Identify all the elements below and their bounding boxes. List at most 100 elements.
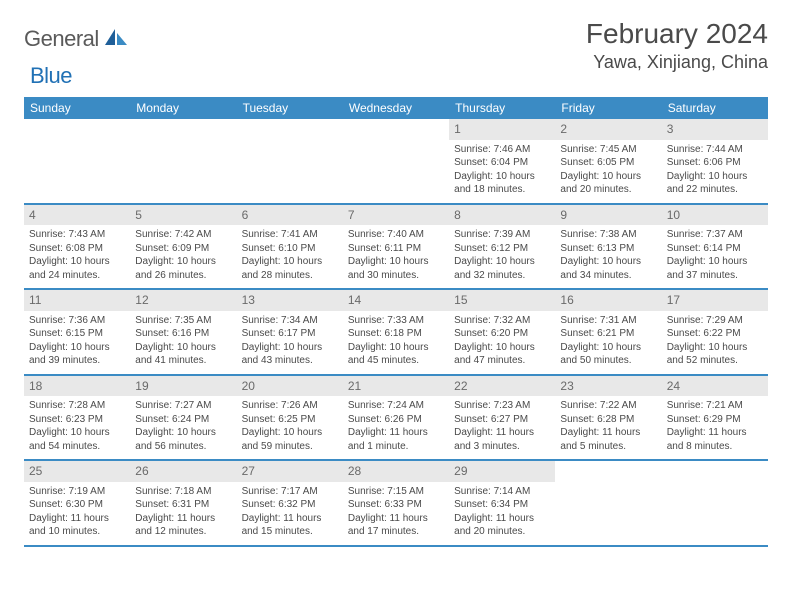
- day1-text: Daylight: 11 hours: [348, 512, 444, 526]
- sunrise-text: Sunrise: 7:19 AM: [29, 485, 125, 499]
- day2-text: and 59 minutes.: [242, 440, 338, 454]
- day-cell: 22Sunrise: 7:23 AMSunset: 6:27 PMDayligh…: [449, 376, 555, 460]
- day-number-row: 11: [24, 290, 130, 311]
- week-row: 18Sunrise: 7:28 AMSunset: 6:23 PMDayligh…: [24, 376, 768, 462]
- day-number: 12: [135, 293, 148, 307]
- day-number-row: 14: [343, 290, 449, 311]
- weekday-sun: Sunday: [24, 97, 130, 119]
- sail-icon: [103, 27, 129, 52]
- day-number: 2: [560, 122, 567, 136]
- day1-text: Daylight: 10 hours: [667, 170, 763, 184]
- weekday-wed: Wednesday: [343, 97, 449, 119]
- day-cell: 29Sunrise: 7:14 AMSunset: 6:34 PMDayligh…: [449, 461, 555, 545]
- month-title: February 2024: [586, 18, 768, 50]
- day2-text: and 17 minutes.: [348, 525, 444, 539]
- day-cell: 5Sunrise: 7:42 AMSunset: 6:09 PMDaylight…: [130, 205, 236, 289]
- day-cell: 18Sunrise: 7:28 AMSunset: 6:23 PMDayligh…: [24, 376, 130, 460]
- day2-text: and 45 minutes.: [348, 354, 444, 368]
- day-number-row: 8: [449, 205, 555, 226]
- day1-text: Daylight: 10 hours: [135, 341, 231, 355]
- day1-text: Daylight: 10 hours: [348, 341, 444, 355]
- day-cell: 20Sunrise: 7:26 AMSunset: 6:25 PMDayligh…: [237, 376, 343, 460]
- sunrise-text: Sunrise: 7:46 AM: [454, 143, 550, 157]
- day-number: 22: [454, 379, 467, 393]
- sunset-text: Sunset: 6:04 PM: [454, 156, 550, 170]
- day-cell: 2Sunrise: 7:45 AMSunset: 6:05 PMDaylight…: [555, 119, 661, 203]
- sunrise-text: Sunrise: 7:37 AM: [667, 228, 763, 242]
- sunset-text: Sunset: 6:22 PM: [667, 327, 763, 341]
- day1-text: Daylight: 11 hours: [560, 426, 656, 440]
- day-number-row: 12: [130, 290, 236, 311]
- weekday-tue: Tuesday: [237, 97, 343, 119]
- sunrise-text: Sunrise: 7:23 AM: [454, 399, 550, 413]
- day2-text: and 10 minutes.: [29, 525, 125, 539]
- day2-text: and 20 minutes.: [560, 183, 656, 197]
- calendar-grid: Sunday Monday Tuesday Wednesday Thursday…: [24, 97, 768, 547]
- sunset-text: Sunset: 6:13 PM: [560, 242, 656, 256]
- sunset-text: Sunset: 6:30 PM: [29, 498, 125, 512]
- sunset-text: Sunset: 6:11 PM: [348, 242, 444, 256]
- day-number: 21: [348, 379, 361, 393]
- day1-text: Daylight: 10 hours: [454, 255, 550, 269]
- sunrise-text: Sunrise: 7:28 AM: [29, 399, 125, 413]
- day1-text: Daylight: 10 hours: [560, 170, 656, 184]
- day1-text: Daylight: 10 hours: [242, 341, 338, 355]
- day2-text: and 47 minutes.: [454, 354, 550, 368]
- sunset-text: Sunset: 6:12 PM: [454, 242, 550, 256]
- day-number-row: 23: [555, 376, 661, 397]
- day-number-row: 13: [237, 290, 343, 311]
- sunrise-text: Sunrise: 7:15 AM: [348, 485, 444, 499]
- day2-text: and 8 minutes.: [667, 440, 763, 454]
- day1-text: Daylight: 11 hours: [454, 512, 550, 526]
- weekday-sat: Saturday: [662, 97, 768, 119]
- day-number: 8: [454, 208, 461, 222]
- sunrise-text: Sunrise: 7:38 AM: [560, 228, 656, 242]
- day-cell: 26Sunrise: 7:18 AMSunset: 6:31 PMDayligh…: [130, 461, 236, 545]
- sunset-text: Sunset: 6:32 PM: [242, 498, 338, 512]
- sunset-text: Sunset: 6:18 PM: [348, 327, 444, 341]
- sunset-text: Sunset: 6:26 PM: [348, 413, 444, 427]
- day2-text: and 18 minutes.: [454, 183, 550, 197]
- sunrise-text: Sunrise: 7:21 AM: [667, 399, 763, 413]
- sunset-text: Sunset: 6:25 PM: [242, 413, 338, 427]
- day-cell: 27Sunrise: 7:17 AMSunset: 6:32 PMDayligh…: [237, 461, 343, 545]
- day-number: 28: [348, 464, 361, 478]
- day-number: 29: [454, 464, 467, 478]
- sunrise-text: Sunrise: 7:35 AM: [135, 314, 231, 328]
- weekday-mon: Monday: [130, 97, 236, 119]
- week-row: 11Sunrise: 7:36 AMSunset: 6:15 PMDayligh…: [24, 290, 768, 376]
- day-cell: [130, 119, 236, 203]
- day2-text: and 56 minutes.: [135, 440, 231, 454]
- weekday-thu: Thursday: [449, 97, 555, 119]
- day-number: 18: [29, 379, 42, 393]
- day-number-row: 29: [449, 461, 555, 482]
- day-cell: 24Sunrise: 7:21 AMSunset: 6:29 PMDayligh…: [662, 376, 768, 460]
- day1-text: Daylight: 10 hours: [348, 255, 444, 269]
- sunset-text: Sunset: 6:24 PM: [135, 413, 231, 427]
- sunset-text: Sunset: 6:31 PM: [135, 498, 231, 512]
- day-number-row: 16: [555, 290, 661, 311]
- day-number-row: 15: [449, 290, 555, 311]
- sunset-text: Sunset: 6:15 PM: [29, 327, 125, 341]
- brand-part1: General: [24, 26, 99, 52]
- day-cell: 21Sunrise: 7:24 AMSunset: 6:26 PMDayligh…: [343, 376, 449, 460]
- day-cell: [555, 461, 661, 545]
- sunrise-text: Sunrise: 7:33 AM: [348, 314, 444, 328]
- day2-text: and 28 minutes.: [242, 269, 338, 283]
- day2-text: and 50 minutes.: [560, 354, 656, 368]
- day-number: 5: [135, 208, 142, 222]
- calendar-page: General February 2024 Yawa, Xinjiang, Ch…: [0, 0, 792, 547]
- day-number-row: 5: [130, 205, 236, 226]
- day-cell: 1Sunrise: 7:46 AMSunset: 6:04 PMDaylight…: [449, 119, 555, 203]
- day1-text: Daylight: 11 hours: [135, 512, 231, 526]
- day2-text: and 37 minutes.: [667, 269, 763, 283]
- weekday-fri: Friday: [555, 97, 661, 119]
- day-cell: 25Sunrise: 7:19 AMSunset: 6:30 PMDayligh…: [24, 461, 130, 545]
- weekday-header: Sunday Monday Tuesday Wednesday Thursday…: [24, 97, 768, 119]
- weeks-container: 1 Sunrise: 7:46 AMSunset: 6:04 PM Daylight…: [24, 119, 768, 547]
- day2-text: and 34 minutes.: [560, 269, 656, 283]
- day-number-row: 1: [449, 119, 555, 140]
- day-cell: [343, 119, 449, 203]
- day-number-row: 18: [24, 376, 130, 397]
- day1-text: Daylight: 10 hours: [560, 341, 656, 355]
